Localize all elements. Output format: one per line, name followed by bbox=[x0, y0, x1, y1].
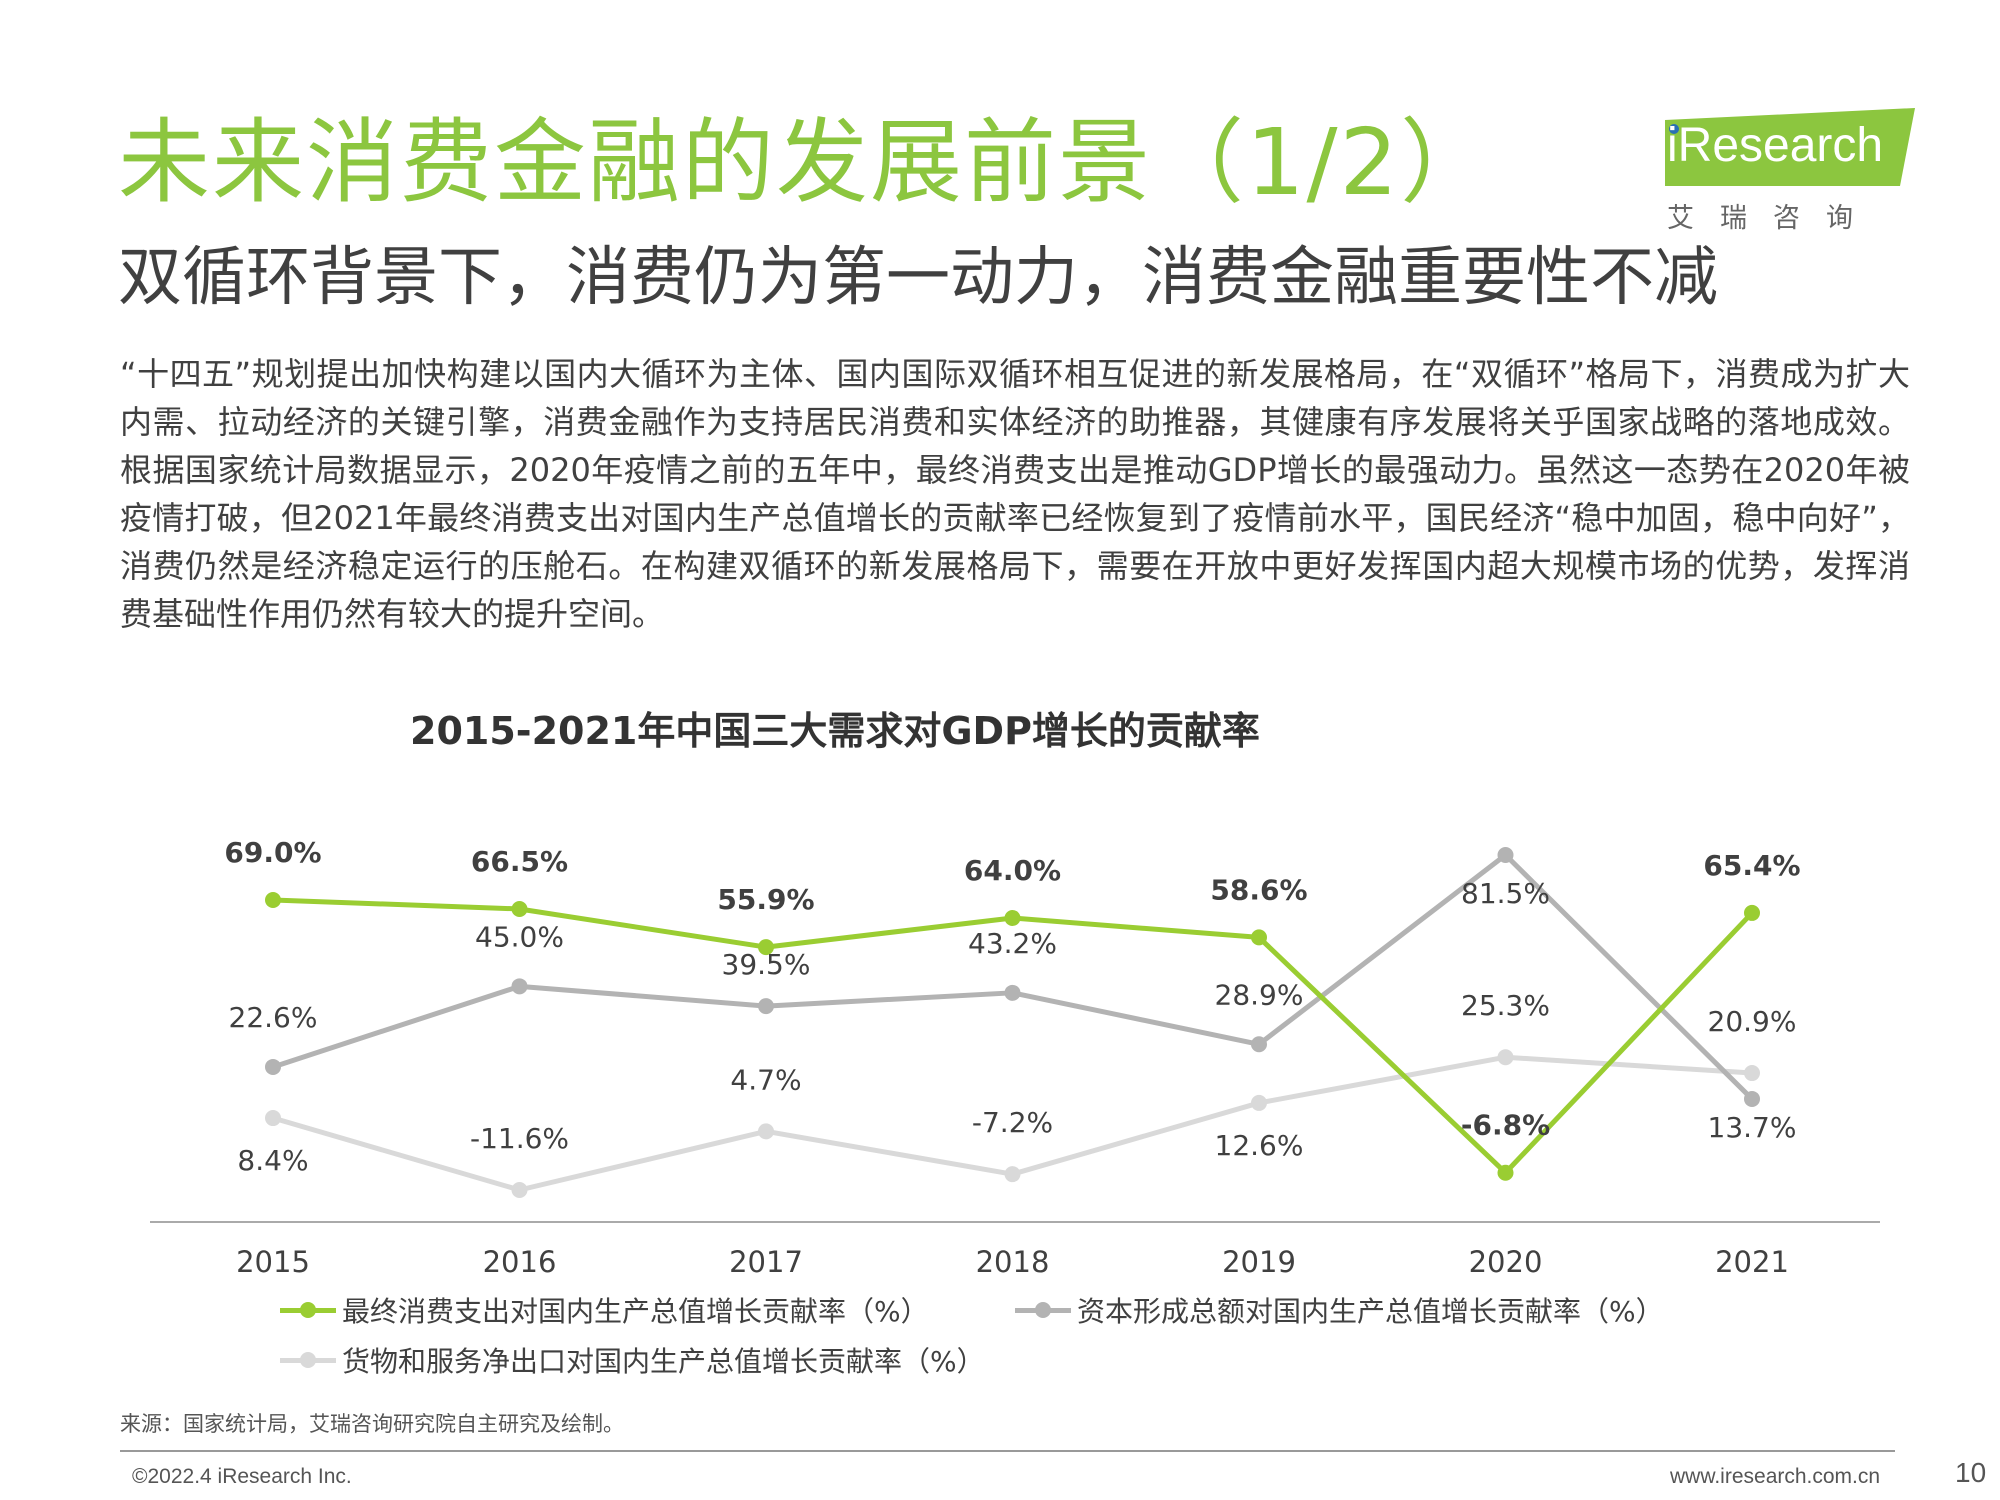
legend-swatch-consumption bbox=[280, 1302, 336, 1318]
data-label-capital-2018: 43.2% bbox=[968, 927, 1057, 960]
data-label-net-export-2015: 8.4% bbox=[237, 1144, 308, 1177]
data-label-net-export-2020: 25.3% bbox=[1461, 989, 1550, 1022]
data-point-capital-2015 bbox=[265, 1058, 281, 1075]
data-point-consumption-2017 bbox=[758, 939, 774, 956]
data-label-consumption-2021: 65.4% bbox=[1703, 849, 1800, 882]
logo-dot bbox=[1669, 124, 1679, 134]
legend-item-capital: 资本形成总额对国内生产总值增长贡献率（%） bbox=[1015, 1290, 1664, 1330]
data-point-consumption-2016 bbox=[511, 900, 528, 917]
data-label-capital-2021: 13.7% bbox=[1708, 1111, 1797, 1144]
data-point-capital-2017 bbox=[758, 998, 774, 1015]
data-point-capital-2018 bbox=[1004, 984, 1021, 1001]
data-label-capital-2016: 45.0% bbox=[475, 920, 564, 953]
data-point-net-export-2019 bbox=[1251, 1094, 1267, 1111]
data-point-consumption-2015 bbox=[265, 891, 281, 908]
x-tick-label-2016: 2016 bbox=[483, 1245, 557, 1279]
data-point-capital-2016 bbox=[511, 978, 528, 995]
body-paragraph: “十四五”规划提出加快构建以国内大循环为主体、国内国际双循环相互促进的新发展格局… bbox=[120, 355, 1910, 633]
data-point-net-export-2018 bbox=[1004, 1166, 1021, 1183]
legend-item-net-export: 货物和服务净出口对国内生产总值增长贡献率（%） bbox=[280, 1340, 985, 1380]
x-tick-label-2015: 2015 bbox=[236, 1245, 310, 1279]
x-tick-label-2019: 2019 bbox=[1222, 1245, 1296, 1279]
data-point-capital-2021 bbox=[1744, 1090, 1760, 1107]
logo-cn-text: 艾瑞咨询 bbox=[1667, 203, 1879, 234]
legend-dot-capital bbox=[1035, 1302, 1051, 1318]
data-label-capital-2020: 81.5% bbox=[1461, 877, 1550, 910]
legend-label-net-export: 货物和服务净出口对国内生产总值增长贡献率（%） bbox=[342, 1345, 985, 1378]
x-tick-label-2018: 2018 bbox=[976, 1245, 1050, 1279]
data-label-consumption-2016: 66.5% bbox=[471, 845, 568, 878]
data-label-consumption-2018: 64.0% bbox=[964, 854, 1061, 887]
data-point-capital-2020 bbox=[1497, 847, 1514, 863]
iresearch-logo: iResearch 艾瑞咨询 bbox=[1655, 108, 1915, 234]
x-tick-label-2021: 2021 bbox=[1715, 1245, 1789, 1279]
data-label-net-export-2018: -7.2% bbox=[972, 1106, 1053, 1139]
data-label-net-export-2021: 20.9% bbox=[1708, 1005, 1797, 1038]
data-label-net-export-2017: 4.7% bbox=[730, 1063, 801, 1096]
website-text: www.iresearch.com.cn bbox=[1670, 1465, 1881, 1488]
page-title: 未来消费金融的发展前景（1/2） bbox=[118, 109, 1495, 216]
logo-band-polygon bbox=[1665, 108, 1915, 186]
logo-brand-text: iResearch bbox=[1667, 119, 1884, 172]
legend-swatch-net-export bbox=[280, 1352, 336, 1368]
data-point-consumption-2021 bbox=[1744, 904, 1760, 921]
page-subtitle: 双循环背景下，消费仍为第一动力，消费金融重要性不减 bbox=[118, 241, 1718, 315]
chart-title: 2015-2021年中国三大需求对GDP增长的贡献率 bbox=[410, 709, 1260, 753]
data-label-consumption-2020: -6.8% bbox=[1461, 1109, 1550, 1142]
data-point-consumption-2018 bbox=[1004, 909, 1021, 926]
data-point-consumption-2019 bbox=[1251, 929, 1267, 946]
data-point-net-export-2016 bbox=[511, 1182, 528, 1198]
data-point-net-export-2017 bbox=[758, 1123, 774, 1140]
data-label-consumption-2015: 69.0% bbox=[224, 836, 321, 869]
legend-item-consumption: 最终消费支出对国内生产总值增长贡献率（%） bbox=[280, 1290, 929, 1330]
data-point-net-export-2015 bbox=[265, 1110, 281, 1127]
data-point-capital-2019 bbox=[1251, 1036, 1267, 1053]
data-point-net-export-2021 bbox=[1744, 1065, 1760, 1082]
logo-band-shape bbox=[1665, 108, 1915, 186]
legend-dot-consumption bbox=[300, 1302, 316, 1318]
copyright-text: ©2022.4 iResearch Inc. bbox=[132, 1465, 352, 1488]
legend-swatch-capital bbox=[1015, 1302, 1071, 1318]
data-label-capital-2017: 39.5% bbox=[722, 948, 811, 981]
legend-dot-net-export bbox=[300, 1352, 316, 1368]
data-label-net-export-2016: -11.6% bbox=[470, 1122, 569, 1155]
data-label-consumption-2019: 58.6% bbox=[1210, 873, 1307, 906]
legend-label-capital: 资本形成总额对国内生产总值增长贡献率（%） bbox=[1077, 1295, 1664, 1328]
page-number: 10 bbox=[1955, 1457, 1987, 1488]
data-point-consumption-2020 bbox=[1497, 1164, 1514, 1181]
x-tick-label-2017: 2017 bbox=[729, 1245, 803, 1279]
source-note: 来源：国家统计局，艾瑞咨询研究院自主研究及绘制。 bbox=[120, 1412, 624, 1436]
legend-label-consumption: 最终消费支出对国内生产总值增长贡献率（%） bbox=[342, 1295, 929, 1328]
footer-divider bbox=[120, 1450, 1895, 1452]
data-label-consumption-2017: 55.9% bbox=[717, 883, 814, 916]
x-tick-label-2020: 2020 bbox=[1469, 1245, 1543, 1279]
data-label-capital-2019: 28.9% bbox=[1215, 978, 1304, 1011]
data-label-capital-2015: 22.6% bbox=[229, 1001, 318, 1034]
data-label-net-export-2019: 12.6% bbox=[1215, 1129, 1304, 1162]
data-point-net-export-2020 bbox=[1497, 1049, 1514, 1066]
